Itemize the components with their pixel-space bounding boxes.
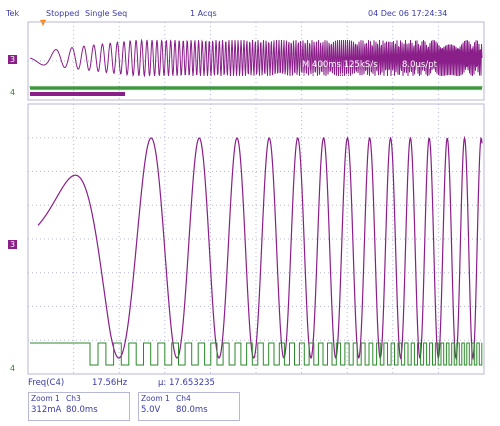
- settings-col3-value: 5.0V: [141, 405, 161, 415]
- settings-box-left[interactable]: [28, 392, 130, 421]
- overview-ch3-marker[interactable]: 3: [8, 55, 18, 64]
- settings-col2-value: 80.0ms: [66, 405, 98, 415]
- zoom-window-indicator[interactable]: [30, 92, 125, 96]
- settings-col2-title: Ch3: [66, 394, 81, 403]
- measurement-value: 17.56Hz: [92, 378, 128, 388]
- zoom-ch4-trace: [30, 342, 483, 366]
- settings-col4-value: 80.0ms: [176, 405, 208, 415]
- settings-col1-value: 312mA: [31, 405, 62, 415]
- overview-ch4-trace: [29, 85, 483, 91]
- overview-ch4-marker[interactable]: 4: [8, 88, 18, 97]
- measurement-mean: µ: 17.653235: [158, 378, 215, 388]
- acq-mode-label: Single Seq: [85, 9, 128, 18]
- settings-col4-title: Ch4: [176, 394, 191, 403]
- brand-label: Tek: [6, 9, 20, 18]
- zoom-ch4-marker[interactable]: 4: [8, 364, 18, 373]
- datetime-label: 04 Dec 06 17:24:34: [368, 9, 448, 18]
- zoom-info-readout: Z 0.0 -> 200ms: [302, 73, 369, 83]
- acq-state-label: Stopped: [46, 9, 80, 18]
- timebase-readout: M 400ms 125kS/s: [302, 60, 378, 70]
- zoom-ch3-trace: [37, 135, 483, 361]
- settings-col3-title: Zoom 1: [141, 394, 170, 403]
- sample-interval-readout: 8.0µs/pt: [402, 60, 437, 70]
- zoom-graticule: [27, 103, 485, 375]
- settings-box-right[interactable]: [138, 392, 240, 421]
- overview-ch3-trace: [29, 38, 483, 78]
- settings-col1-title: Zoom 1: [31, 394, 60, 403]
- measurement-label: Freq(C4): [28, 378, 65, 388]
- acq-count-label: 1 Acqs: [190, 9, 217, 18]
- zoom-ch3-marker[interactable]: 3: [8, 240, 18, 249]
